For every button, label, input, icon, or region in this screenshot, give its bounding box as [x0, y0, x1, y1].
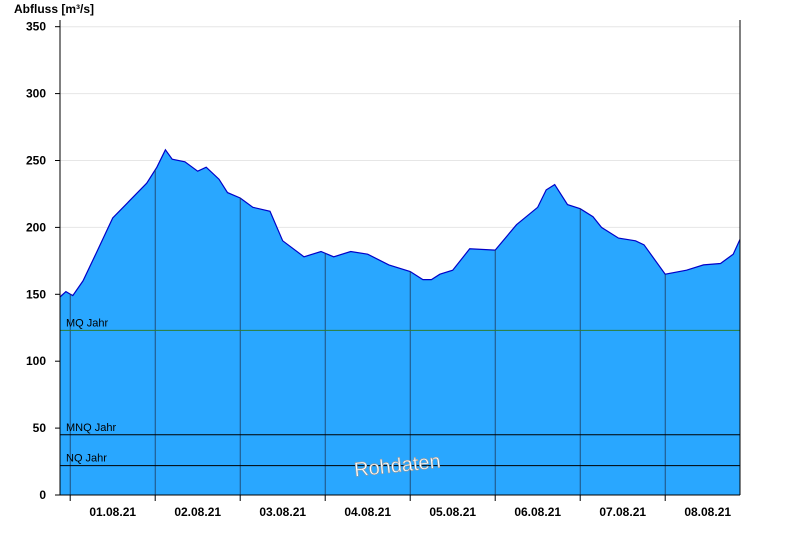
x-tick-label-03.08.21: 03.08.21: [259, 505, 306, 519]
axis-layer: 0 50 100 150 200 250 300 350 01.08.21 02.08.21 03.…: [26, 20, 741, 519]
ref-label-mq-jahr: MQ Jahr: [66, 317, 109, 329]
ref-label-mnq-jahr: MNQ Jahr: [66, 422, 116, 434]
discharge-line: [59, 148, 741, 298]
x-tick-label-07.08.21: 07.08.21: [599, 505, 646, 519]
ref-label-nq-jahr: NQ Jahr: [66, 453, 107, 465]
y-tick-label-200: 200: [26, 220, 46, 234]
reference-line-layer: MQ Jahr MNQ Jahr NQ Jahr: [60, 317, 740, 467]
y-tick-label-100: 100: [26, 354, 46, 368]
y-tick-label-250: 250: [26, 153, 46, 167]
y-tick-label-0: 0: [39, 488, 46, 502]
x-tick-label-02.08.21: 02.08.21: [174, 505, 221, 519]
discharge-area: [60, 149, 740, 496]
y-tick-label-300: 300: [26, 87, 46, 101]
x-tick-label-01.08.21: 01.08.21: [89, 505, 136, 519]
x-tick-label-05.08.21: 05.08.21: [429, 505, 476, 519]
y-tick-label-50: 50: [33, 421, 47, 435]
area-layer: [59, 148, 741, 496]
x-tick-label-06.08.21: 06.08.21: [514, 505, 561, 519]
x-tick-label-08.08.21: 08.08.21: [684, 505, 731, 519]
y-tick-label-350: 350: [26, 20, 46, 34]
x-tick-label-04.08.21: 04.08.21: [344, 505, 391, 519]
y-axis-label: Abfluss [m³/s]: [14, 2, 94, 16]
y-tick-label-150: 150: [26, 287, 46, 301]
day-divider-layer: [69, 169, 666, 495]
